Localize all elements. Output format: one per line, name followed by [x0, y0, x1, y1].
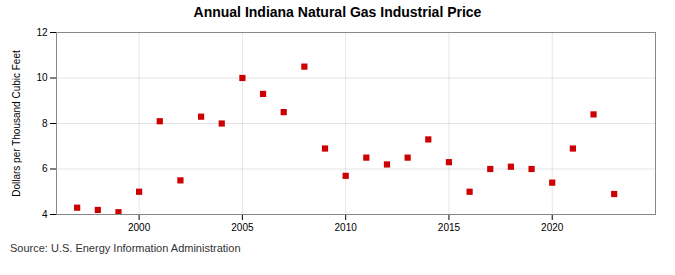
svg-text:2010: 2010 [335, 222, 358, 233]
svg-text:10: 10 [36, 72, 48, 83]
svg-text:8: 8 [42, 118, 48, 129]
svg-text:2005: 2005 [231, 222, 254, 233]
svg-text:2000: 2000 [128, 222, 151, 233]
svg-text:4: 4 [42, 209, 48, 220]
svg-text:12: 12 [36, 27, 48, 38]
html-text:Source: U.S. Energy Informatio: Source: U.S. Energy Information Administ… [10, 242, 241, 254]
svg-text:2020: 2020 [541, 222, 564, 233]
svg-text:6: 6 [42, 163, 48, 174]
html-text:Annual Indiana Natural Gas Ind: Annual Indiana Natural Gas Industrial Pr… [193, 4, 482, 20]
svg-text:2015: 2015 [438, 222, 461, 233]
svg-text:Dollars per Thousand Cubic Fee: Dollars per Thousand Cubic Feet [11, 50, 22, 197]
